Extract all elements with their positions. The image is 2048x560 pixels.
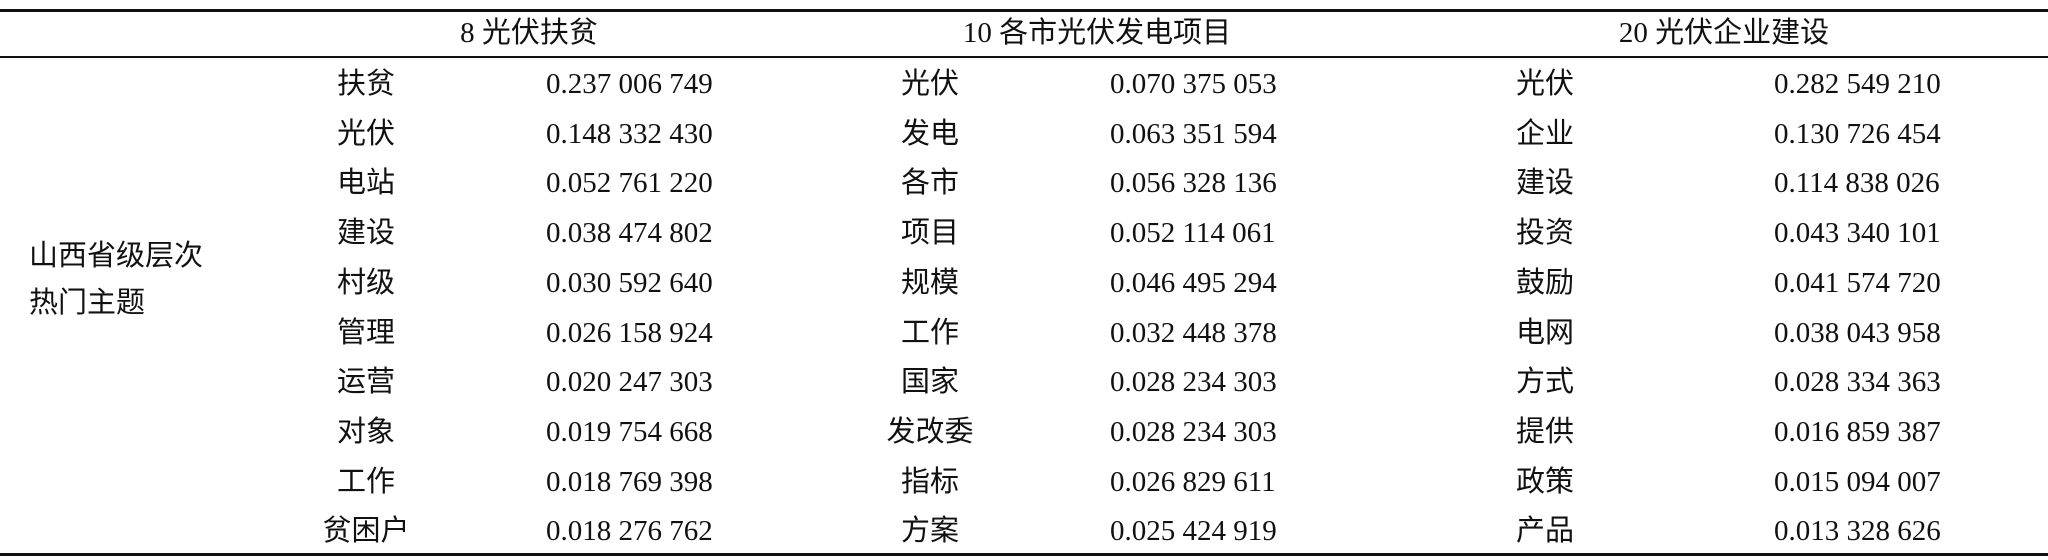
topic-weight: 0.028 334 363 [1774, 366, 1941, 399]
topic-weight: 0.025 424 919 [1110, 515, 1277, 548]
topic-word: 光伏 [1515, 68, 1575, 100]
topic-word: 方式 [1515, 366, 1575, 399]
column-header: 20 光伏企业建设 [1618, 17, 1830, 49]
row-label: 山西省级层次 [29, 240, 204, 272]
topic-weight: 0.028 234 303 [1110, 366, 1277, 399]
topic-weight: 0.052 761 220 [546, 167, 713, 200]
topic-weight: 0.043 340 101 [1774, 217, 1941, 250]
topic-word: 发电 [900, 117, 960, 150]
topic-weight: 0.015 094 007 [1774, 465, 1941, 498]
topic-weight: 0.019 754 668 [546, 415, 713, 448]
topic-weight: 0.130 726 454 [1774, 117, 1941, 150]
topic-word: 贫困户 [322, 515, 410, 548]
topic-word: 建设 [1515, 167, 1575, 200]
topic-weight: 0.237 006 749 [546, 68, 713, 100]
topic-weight: 0.013 328 626 [1774, 515, 1941, 548]
topic-word: 扶贫 [336, 68, 396, 100]
column-header: 8 光伏扶贫 [460, 17, 598, 49]
topic-weight: 0.032 448 378 [1110, 316, 1277, 349]
topic-weight: 0.052 114 061 [1110, 217, 1276, 250]
topic-word: 各市 [900, 167, 960, 200]
topic-weight: 0.038 043 958 [1774, 316, 1941, 349]
topic-weight: 0.018 276 762 [546, 515, 713, 548]
topic-weight: 0.070 375 053 [1110, 68, 1277, 100]
row-label: 热门主题 [29, 287, 146, 319]
topic-word: 运营 [336, 366, 396, 399]
topic-weight: 0.046 495 294 [1110, 266, 1277, 299]
topic-weight: 0.018 769 398 [546, 465, 713, 498]
topic-word: 政策 [1515, 465, 1575, 498]
topic-word: 电站 [336, 167, 396, 200]
topic-weight: 0.016 859 387 [1774, 415, 1941, 448]
topic-word: 企业 [1515, 117, 1575, 150]
topic-word: 建设 [336, 217, 396, 250]
topic-word: 电网 [1515, 316, 1575, 349]
topic-word: 工作 [336, 465, 396, 498]
topic-word: 规模 [900, 266, 960, 299]
topic-weight: 0.038 474 802 [546, 217, 713, 250]
topic-word: 提供 [1515, 415, 1575, 448]
topic-word: 项目 [900, 217, 960, 250]
topic-word: 产品 [1515, 515, 1575, 548]
bottom-rule [0, 553, 2048, 556]
topic-weight: 0.030 592 640 [546, 266, 713, 299]
topic-weight: 0.063 351 594 [1110, 117, 1277, 150]
topic-word: 管理 [336, 316, 396, 349]
topic-weight: 0.148 332 430 [546, 117, 713, 150]
topic-weight: 0.028 234 303 [1110, 415, 1277, 448]
topic-word: 对象 [336, 415, 396, 448]
header-rule [0, 56, 2048, 58]
topic-weight: 0.020 247 303 [546, 366, 713, 399]
topic-word: 工作 [900, 316, 960, 349]
topic-word: 光伏 [336, 117, 396, 150]
topic-word: 光伏 [900, 68, 960, 100]
topic-word: 方案 [900, 515, 960, 548]
topic-weight: 0.026 158 924 [546, 316, 713, 349]
topic-word: 指标 [900, 465, 960, 498]
topic-weight: 0.041 574 720 [1774, 266, 1941, 299]
topic-word: 发改委 [886, 415, 974, 448]
topic-weight: 0.282 549 210 [1774, 68, 1941, 100]
topic-weight: 0.056 328 136 [1110, 167, 1277, 200]
topic-word: 国家 [900, 366, 960, 399]
topic-word: 村级 [336, 266, 396, 299]
topic-weight: 0.026 829 611 [1110, 465, 1276, 498]
column-header: 10 各市光伏发电项目 [962, 17, 1232, 49]
topic-word: 投资 [1515, 217, 1575, 250]
topic-weight: 0.114 838 026 [1774, 167, 1940, 200]
topic-word: 鼓励 [1515, 266, 1575, 299]
top-rule [0, 9, 2048, 12]
